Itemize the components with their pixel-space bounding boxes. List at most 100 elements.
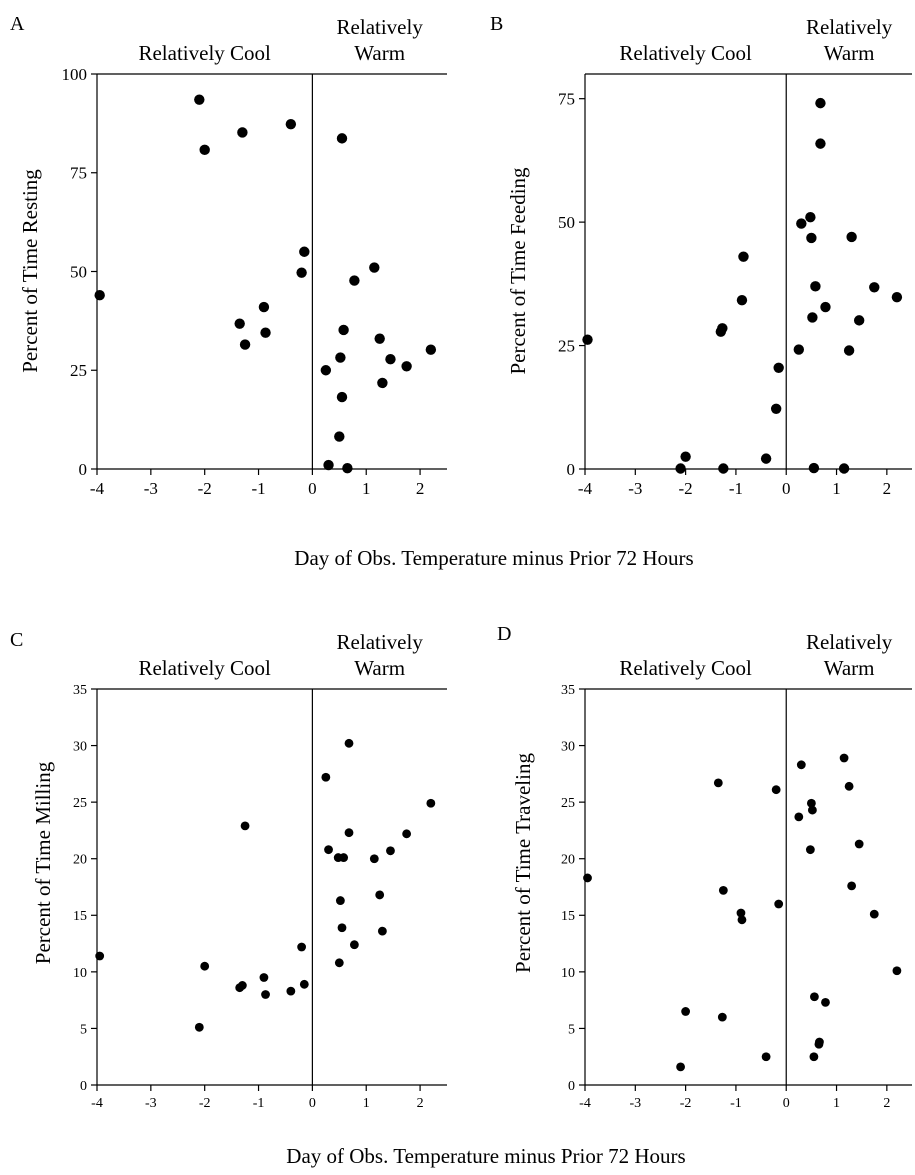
panel-a-data-point: [285, 118, 297, 130]
panel-d-data-point: [810, 992, 819, 1002]
panel-a-data-point: [336, 391, 348, 403]
panel-b-y-tick-label: 25: [558, 337, 575, 356]
panel-d-data-point: [821, 998, 830, 1007]
panel-d-y-tick-label: 15: [561, 909, 575, 924]
panel-c-data-point: [95, 951, 105, 961]
panel-c-data-point: [344, 738, 354, 748]
panel-b-data-point: [846, 231, 857, 243]
panel-c-data-point: [237, 981, 247, 990]
panel-b-x-tick-label: -2: [679, 479, 693, 498]
panel-d-data-point: [854, 839, 864, 849]
panel-a-region-cool-label: Relatively Cool: [138, 41, 271, 65]
panel-a-data-point: [296, 267, 307, 278]
panel-a-data-point: [94, 290, 105, 301]
panel-a-data-point: [260, 327, 271, 338]
panel-c-data-point: [194, 1022, 204, 1032]
panel-d-x-tick-label: -3: [629, 1096, 641, 1111]
panel-b-data-point: [717, 323, 728, 334]
panel-c-data-point: [377, 926, 387, 936]
panel-b-data-point: [807, 312, 818, 323]
panel-a-x-tick-label: -1: [251, 479, 265, 498]
panel-b-data-point: [806, 232, 817, 244]
panel-c-x-tick-label: -1: [253, 1096, 265, 1111]
panel-a-data-point: [425, 344, 437, 355]
panel-b-data-point: [793, 344, 805, 355]
panel-b-data-point: [796, 218, 807, 229]
panel-c-y-tick-label: 5: [80, 1022, 87, 1037]
panel-c-data-point: [299, 979, 309, 989]
panel-a-data-point: [401, 361, 412, 372]
panel-a-data-point: [199, 144, 210, 156]
panel-d-y-tick-label: 5: [568, 1022, 575, 1037]
panel-c-region-warm-label-line2: Warm: [354, 656, 405, 680]
panel-d-region-warm-label-line1: Relatively: [806, 630, 893, 654]
panel-b-x-tick-label: 1: [832, 479, 841, 498]
panel-b-y-tick-label: 75: [558, 90, 575, 109]
panel-c-data-point: [369, 854, 379, 864]
panel-b-data-point: [770, 403, 782, 414]
panel-c-x-tick-label: -2: [199, 1096, 211, 1111]
panel-d-y-tick-label: 20: [561, 853, 575, 868]
panel-c-data-point: [375, 890, 385, 900]
panel-b-x-tick-label: -4: [578, 479, 593, 498]
panel-d-data-point: [807, 805, 817, 815]
panel-b-letter: B: [490, 13, 503, 35]
panel-c-x-tick-label: 1: [363, 1096, 370, 1111]
panel-b-y-tick-label: 0: [567, 460, 576, 479]
panel-c-data-point: [337, 923, 347, 933]
panel-d-y-tick-label: 35: [561, 683, 575, 698]
panel-b-region-cool-label: Relatively Cool: [619, 41, 752, 65]
panel-a-y-axis-label: Percent of Time Resting: [18, 169, 42, 373]
panel-b-data-point: [582, 334, 593, 345]
panel-d-y-tick-label: 0: [568, 1079, 575, 1094]
panel-d-data-point: [676, 1062, 685, 1072]
panel-a-y-tick-label: 0: [79, 460, 88, 479]
panel-b-x-tick-label: -1: [729, 479, 743, 498]
panel-c-data-point: [297, 942, 307, 952]
panel-d-data-point: [681, 1007, 691, 1016]
panel-a-x-tick-label: -4: [90, 479, 105, 498]
panel-d-x-tick-label: 2: [883, 1096, 890, 1111]
panel-b-region-warm-label-line1: Relatively: [806, 15, 893, 39]
panel-b-data-point: [675, 463, 686, 474]
panel-c-data-point: [240, 821, 250, 831]
panel-a-data-point: [234, 318, 245, 329]
panel-d-data-point: [809, 1052, 819, 1062]
panel-d-data-point: [718, 885, 728, 895]
panel-c-y-tick-label: 35: [73, 683, 87, 698]
panel-c-x-tick-label: 0: [309, 1096, 316, 1111]
panel-d-x-tick-label: -1: [730, 1096, 742, 1111]
panel-a-data-point: [334, 431, 345, 442]
panel-d-data-point: [869, 909, 879, 919]
panel-d-y-axis-label: Percent of Time Traveling: [511, 753, 535, 973]
panel-c-data-point: [339, 853, 349, 862]
panel-c-data-point: [349, 940, 359, 950]
panel-a-y-tick-label: 25: [70, 361, 87, 380]
panel-c-data-point: [286, 986, 296, 996]
panel-d-data-point: [805, 845, 815, 855]
panel-b-data-point: [815, 97, 826, 109]
top-x-axis-label: Day of Obs. Temperature minus Prior 72 H…: [294, 546, 693, 570]
panel-c-data-point: [324, 845, 333, 855]
panel-b-y-tick-label: 50: [558, 213, 575, 232]
panel-a-y-tick-label: 50: [70, 262, 87, 281]
panel-b-data-point: [843, 345, 855, 356]
panel-a-data-point: [335, 352, 346, 363]
panel-c-letter: C: [10, 629, 23, 651]
panel-c-data-point: [426, 798, 436, 808]
panel-a-data-point: [323, 459, 334, 471]
panel-c-y-tick-label: 10: [73, 966, 87, 981]
panel-d-data-point: [737, 915, 747, 925]
panel-c-y-tick-label: 20: [73, 853, 87, 868]
panel-c-data-point: [344, 828, 354, 838]
panel-c: C Percent of Time Milling Relatively Coo…: [10, 629, 447, 1111]
panel-d-data-point: [717, 1012, 727, 1022]
panel-b-data-point: [760, 453, 772, 464]
panel-a-data-point: [194, 94, 205, 105]
panel-b-data-point: [815, 138, 826, 149]
panel-a-x-tick-label: 2: [416, 479, 425, 498]
panel-d-x-tick-label: -4: [579, 1096, 591, 1111]
panel-d-y-tick-label: 10: [561, 966, 575, 981]
